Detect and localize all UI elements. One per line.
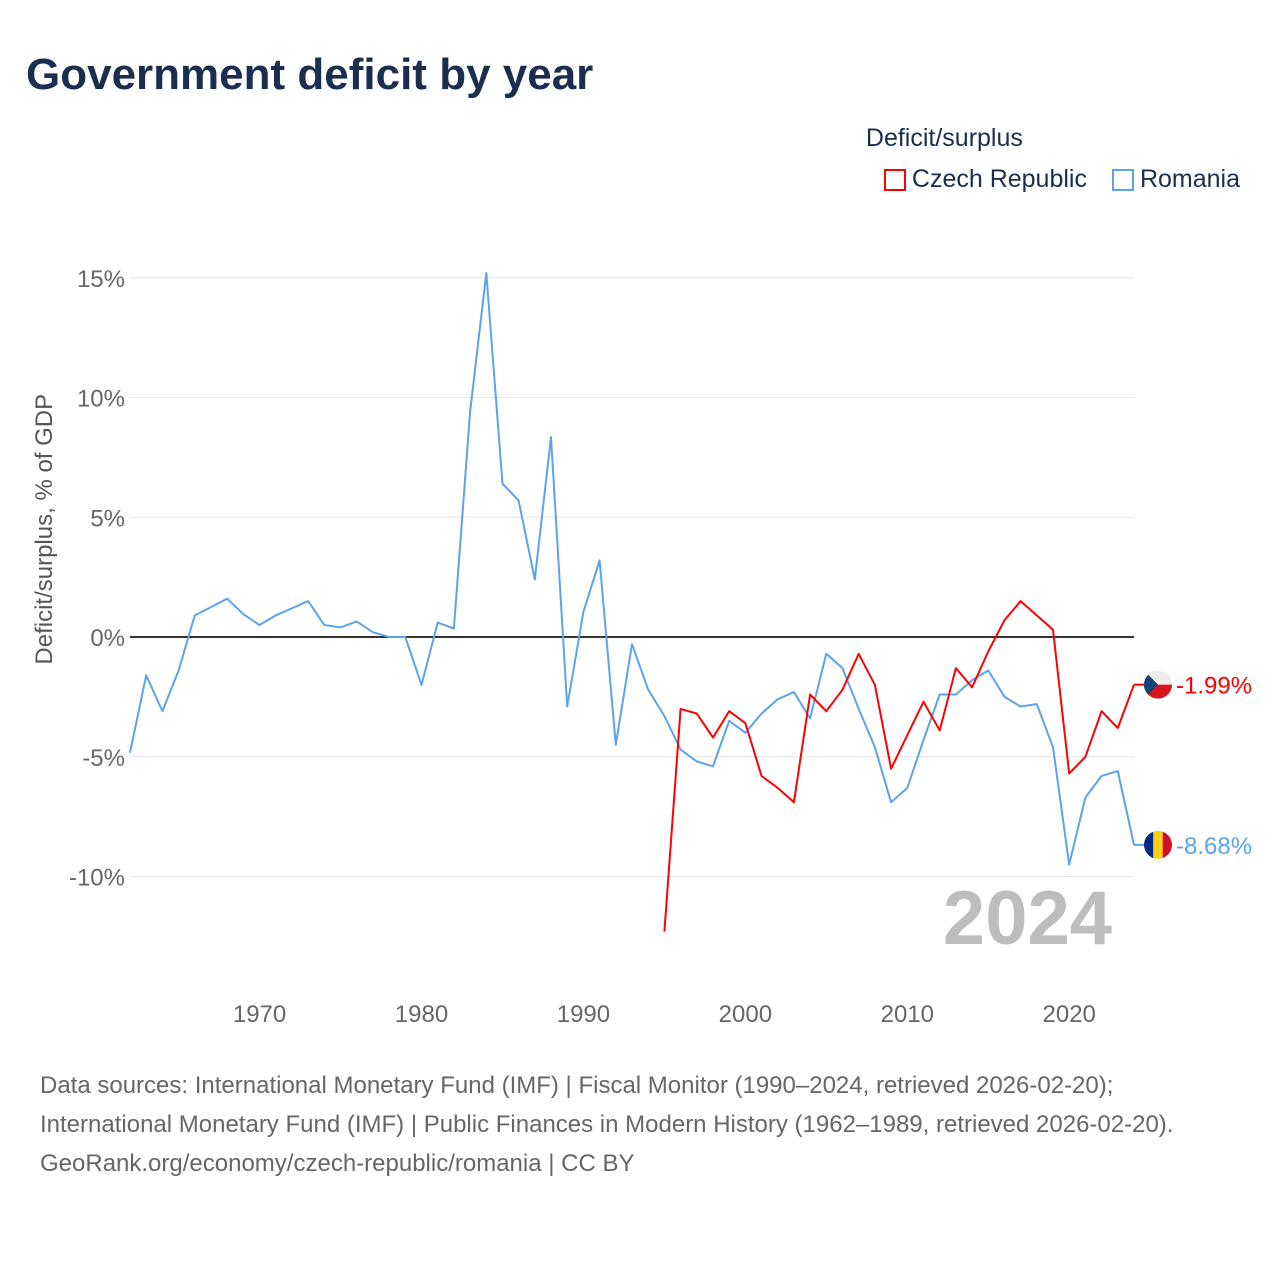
end-value-label: -8.68%	[1176, 833, 1252, 860]
legend-swatch	[1111, 168, 1134, 191]
legend-item-romania[interactable]: Romania	[1111, 165, 1240, 194]
legend: Deficit/surplus Czech Republic Romania	[866, 124, 1240, 198]
x-tick-label: 1970	[233, 1001, 286, 1028]
series-line-romania	[129, 272, 1135, 866]
x-tick-label: 2000	[719, 1001, 772, 1028]
source-note: Data sources: International Monetary Fun…	[40, 1066, 1240, 1183]
x-tick-label: 1980	[395, 1001, 448, 1028]
legend-item-czech-republic[interactable]: Czech Republic	[883, 165, 1087, 194]
y-tick-label: 10%	[77, 386, 125, 413]
y-tick-label: 15%	[77, 266, 125, 293]
series-line-czech-republic	[663, 600, 1135, 932]
x-tick-label: 2010	[881, 1001, 934, 1028]
legend-title: Deficit/surplus	[865, 124, 1023, 152]
legend-swatch	[883, 168, 906, 191]
x-tick-label: 2020	[1043, 1001, 1096, 1028]
y-tick-label: 0%	[90, 625, 125, 652]
x-tick-label: 1990	[557, 1001, 610, 1028]
romania-flag-icon	[1144, 830, 1172, 859]
data-sources: Data sources: International Monetary Fun…	[40, 1072, 1174, 1138]
y-tick-label: -10%	[69, 865, 125, 892]
y-tick-label: 5%	[90, 505, 125, 532]
legend-label: Czech Republic	[911, 165, 1087, 193]
attribution: GeoRank.org/economy/czech-republic/roman…	[40, 1150, 635, 1177]
czech-flag-icon	[1144, 670, 1172, 699]
y-axis-label: Deficit/surplus, % of GDP	[31, 394, 58, 665]
legend-label: Romania	[1139, 165, 1240, 193]
y-tick-label: -5%	[82, 745, 125, 772]
year-watermark: 2024	[943, 876, 1112, 961]
end-value-label: -1.99%	[1176, 673, 1252, 700]
chart-title: Government deficit by year	[26, 50, 594, 99]
